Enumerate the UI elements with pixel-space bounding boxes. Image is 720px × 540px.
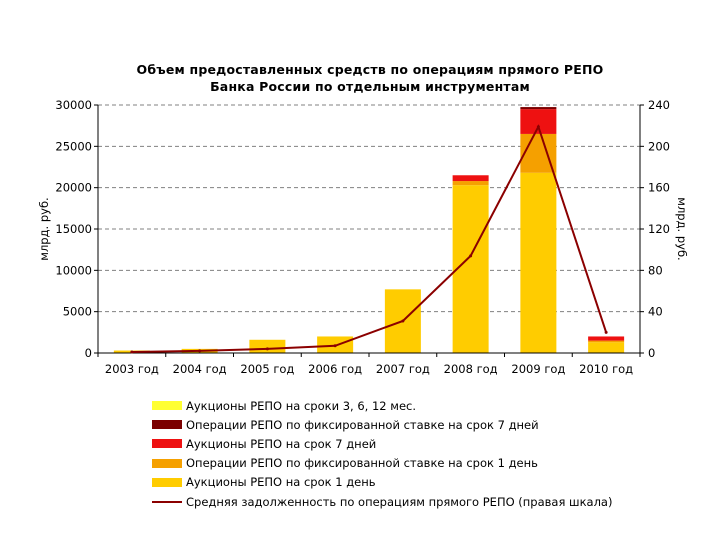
legend-swatch xyxy=(152,401,182,411)
y-tick-label: 10000 xyxy=(55,263,92,277)
legend-label: Средняя задолженность по операциям прямо… xyxy=(186,494,613,509)
x-tick-label: 2004 год xyxy=(173,362,227,376)
legend-swatch xyxy=(152,458,182,468)
legend-label: Аукционы РЕПО на срок 7 дней xyxy=(186,436,377,451)
legend-label: Операции РЕПО по фиксированной ставке на… xyxy=(186,417,539,432)
legend-swatch xyxy=(152,477,182,487)
x-tick-label: 2005 год xyxy=(240,362,294,376)
line-point xyxy=(130,350,134,354)
bar-segment xyxy=(588,336,625,341)
y2-tick-label: 40 xyxy=(648,305,663,319)
line-point xyxy=(401,319,405,323)
x-tick-label: 2008 год xyxy=(444,362,498,376)
bar-segment xyxy=(588,340,625,343)
line-point xyxy=(469,254,473,258)
x-tick-label: 2003 год xyxy=(105,362,159,376)
y2-tick-label: 80 xyxy=(648,263,663,277)
y-tick-label: 25000 xyxy=(55,139,92,153)
y-tick-label: 15000 xyxy=(55,222,92,236)
chart-title-line1: Объем предоставленных средств по операци… xyxy=(136,62,604,77)
y-tick-label: 0 xyxy=(85,346,92,360)
chart-legend: Аукционы РЕПО на сроки 3, 6, 12 мес. Опер… xyxy=(152,396,612,511)
bar-segment xyxy=(452,185,489,353)
legend-label: Операции РЕПО по фиксированной ставке на… xyxy=(186,456,538,471)
line-point xyxy=(265,347,269,351)
y-tick-label: 20000 xyxy=(55,181,92,195)
bar-segment xyxy=(520,172,557,353)
y2-tick-label: 160 xyxy=(648,181,670,195)
legend-item: Аукционы РЕПО на сроки 3, 6, 12 мес. xyxy=(152,396,612,415)
bar-segment xyxy=(249,339,286,353)
bar-segment xyxy=(520,109,557,134)
y-tick-label: 5000 xyxy=(63,305,92,319)
y2-tick-label: 240 xyxy=(648,98,670,112)
line-point xyxy=(198,349,202,353)
legend-item: Операции РЕПО по фиксированной ставке на… xyxy=(152,454,612,473)
bar-segment xyxy=(588,342,625,353)
y-axis-title: млрд. руб. xyxy=(37,197,51,260)
y2-tick-label: 0 xyxy=(648,346,655,360)
y-tick-label: 30000 xyxy=(55,98,92,112)
x-tick-label: 2007 год xyxy=(376,362,430,376)
legend-item: Операции РЕПО по фиксированной ставке на… xyxy=(152,415,612,434)
legend-item: Аукционы РЕПО на срок 7 дней xyxy=(152,434,612,453)
y2-axis-title: млрд. руб. xyxy=(675,197,689,260)
stacked-bar-chart: 0 5000 10000 15000 20000 25000 30000 0 40 80 120 16… xyxy=(37,98,689,376)
line-point xyxy=(333,344,337,348)
bar-segment xyxy=(452,175,489,182)
bar-segment xyxy=(520,107,557,110)
y2-tick-label: 120 xyxy=(648,222,670,236)
line-point xyxy=(604,330,608,334)
x-tick-label: 2009 год xyxy=(511,362,565,376)
line-series xyxy=(131,124,608,353)
legend-swatch xyxy=(152,439,182,449)
x-tick-label: 2006 год xyxy=(308,362,362,376)
x-tick-label: 2010 год xyxy=(579,362,633,376)
legend-item: Аукционы РЕПО на срок 1 день xyxy=(152,473,612,492)
legend-swatch xyxy=(152,420,182,430)
chart-title-line2: Банка России по отдельным инструментам xyxy=(210,79,530,94)
legend-label: Аукционы РЕПО на сроки 3, 6, 12 мес. xyxy=(186,398,416,413)
legend-item: Средняя задолженность по операциям прямо… xyxy=(152,492,612,511)
line-point xyxy=(536,125,540,129)
legend-label: Аукционы РЕПО на срок 1 день xyxy=(186,475,376,490)
bar-segment xyxy=(452,181,489,186)
y2-tick-label: 200 xyxy=(648,139,670,153)
legend-swatch xyxy=(152,500,182,503)
